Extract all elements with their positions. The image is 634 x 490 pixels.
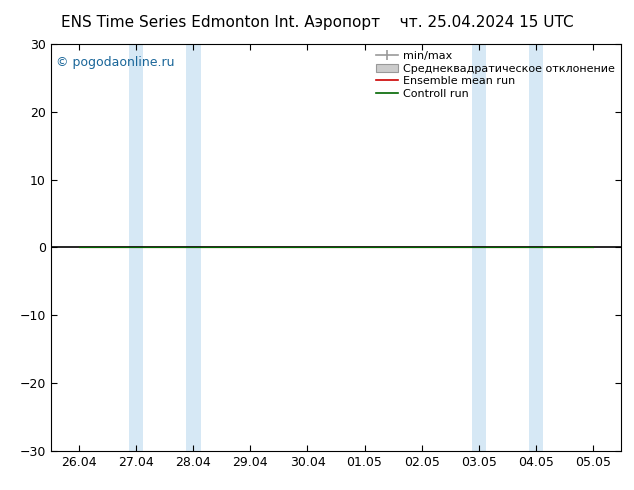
Text: ENS Time Series Edmonton Int. Аэропорт    чт. 25.04.2024 15 UTC: ENS Time Series Edmonton Int. Аэропорт ч… — [61, 15, 573, 30]
Bar — [186, 44, 200, 451]
Bar — [472, 44, 486, 451]
Text: © pogodaonline.ru: © pogodaonline.ru — [56, 56, 175, 69]
Bar — [529, 44, 543, 451]
Bar — [129, 44, 143, 451]
Legend: min/max, Среднеквадратическое отклонение, Ensemble mean run, Controll run: min/max, Среднеквадратическое отклонение… — [372, 47, 619, 103]
Bar — [621, 44, 634, 451]
